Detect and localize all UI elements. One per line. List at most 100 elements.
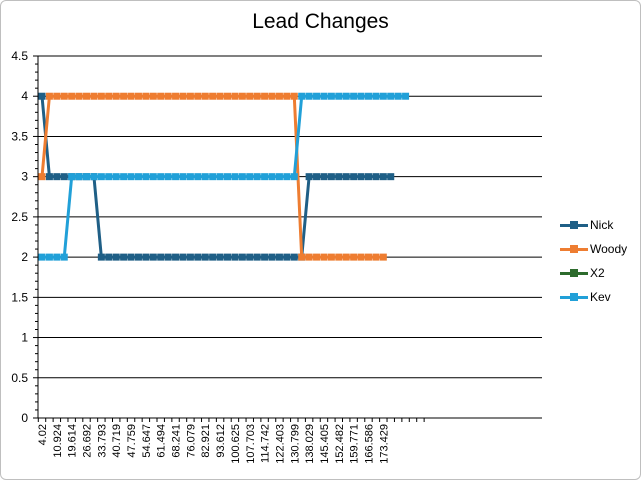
data-point-woody: [186, 92, 194, 100]
x-tick-label: 76.079: [185, 424, 197, 458]
y-tick-label: 1.5: [11, 290, 28, 304]
data-point-nick: [305, 173, 313, 181]
data-point-woody: [357, 253, 365, 261]
data-point-nick: [261, 253, 269, 261]
data-point-nick: [45, 173, 53, 181]
data-point-woody: [224, 92, 231, 100]
data-point-kev: [283, 173, 291, 181]
data-point-woody: [105, 92, 113, 100]
data-point-kev: [186, 173, 194, 181]
data-point-woody: [290, 92, 298, 100]
data-point-woody: [216, 92, 224, 100]
data-point-woody: [201, 92, 209, 100]
data-point-nick: [97, 253, 105, 261]
x-tick-label: 68.241: [171, 424, 183, 458]
data-point-kev: [97, 173, 105, 181]
legend-marker-woody: [570, 245, 578, 253]
data-point-nick: [201, 253, 209, 261]
data-point-nick: [268, 253, 276, 261]
data-point-kev: [342, 92, 350, 100]
data-point-woody: [253, 92, 261, 100]
data-point-woody: [268, 92, 276, 100]
x-tick-label: 152.482: [334, 424, 346, 464]
x-tick-label: 100.625: [230, 424, 242, 464]
data-point-woody: [60, 92, 68, 100]
data-point-woody: [172, 92, 180, 100]
data-point-woody: [238, 92, 246, 100]
x-tick-label: 173.429: [378, 424, 390, 464]
data-point-woody: [283, 92, 291, 100]
data-point-woody: [327, 253, 335, 261]
data-point-kev: [105, 173, 113, 181]
legend-label-kev: Kev: [590, 290, 611, 304]
data-point-woody: [97, 92, 105, 100]
data-point-woody: [157, 92, 165, 100]
data-point-kev: [290, 173, 298, 181]
data-point-kev: [157, 173, 165, 181]
data-point-woody: [364, 253, 372, 261]
data-point-nick: [290, 253, 298, 261]
data-point-woody: [164, 92, 172, 100]
x-tick-label: 10.924: [52, 424, 64, 458]
y-tick-label: 3.5: [11, 129, 28, 143]
data-point-kev: [253, 173, 261, 181]
data-point-woody: [112, 92, 120, 100]
data-point-kev: [201, 173, 209, 181]
data-point-kev: [268, 173, 276, 181]
data-point-nick: [157, 253, 165, 261]
data-point-woody: [335, 253, 343, 261]
x-tick-label: 47.759: [126, 424, 138, 458]
data-point-nick: [149, 253, 157, 261]
data-point-kev: [75, 173, 83, 181]
data-point-nick: [313, 173, 321, 181]
data-point-kev: [305, 92, 313, 100]
data-point-woody: [342, 253, 350, 261]
y-tick-label: 0.5: [11, 371, 28, 385]
data-point-kev: [60, 253, 68, 261]
legend-label-woody: Woody: [590, 242, 628, 256]
data-point-kev: [134, 173, 142, 181]
legend: Nick Woody X2 Kev: [560, 215, 640, 311]
data-point-kev: [194, 173, 202, 181]
y-tick-label: 1: [21, 331, 28, 345]
data-point-woody: [275, 92, 283, 100]
data-point-kev: [394, 92, 402, 100]
data-point-kev: [164, 173, 172, 181]
data-point-woody: [231, 92, 239, 100]
data-point-nick: [142, 253, 150, 261]
x-tick-label: 82.921: [200, 424, 212, 458]
y-tick-label: 0: [21, 411, 28, 425]
data-point-nick: [342, 173, 350, 181]
data-point-nick: [364, 173, 372, 181]
data-point-nick: [112, 253, 120, 261]
x-tick-label: 26.692: [82, 424, 94, 458]
data-point-woody: [68, 92, 76, 100]
data-point-nick: [172, 253, 180, 261]
data-point-woody: [313, 253, 321, 261]
data-point-kev: [246, 173, 254, 181]
data-point-kev: [120, 173, 128, 181]
data-point-woody: [179, 92, 187, 100]
data-point-kev: [224, 173, 231, 181]
x-tick-label: 159.771: [349, 424, 361, 464]
data-point-nick: [134, 253, 142, 261]
data-point-woody: [246, 92, 254, 100]
y-tick-label: 2: [21, 250, 28, 264]
data-point-nick: [231, 253, 239, 261]
data-point-kev: [364, 92, 372, 100]
data-point-kev: [53, 253, 61, 261]
x-tick-label: 19.614: [67, 424, 79, 458]
data-point-kev: [335, 92, 343, 100]
data-point-woody: [53, 92, 61, 100]
x-tick-label: 107.703: [245, 424, 257, 464]
data-point-kev: [372, 92, 380, 100]
y-tick-label: 3: [21, 170, 28, 184]
data-point-woody: [261, 92, 269, 100]
data-point-woody: [83, 92, 91, 100]
data-point-nick: [105, 253, 113, 261]
legend-label-x2: X2: [590, 266, 605, 280]
x-tick-label: 166.586: [363, 424, 375, 464]
data-point-woody: [149, 92, 157, 100]
data-point-nick: [327, 173, 335, 181]
